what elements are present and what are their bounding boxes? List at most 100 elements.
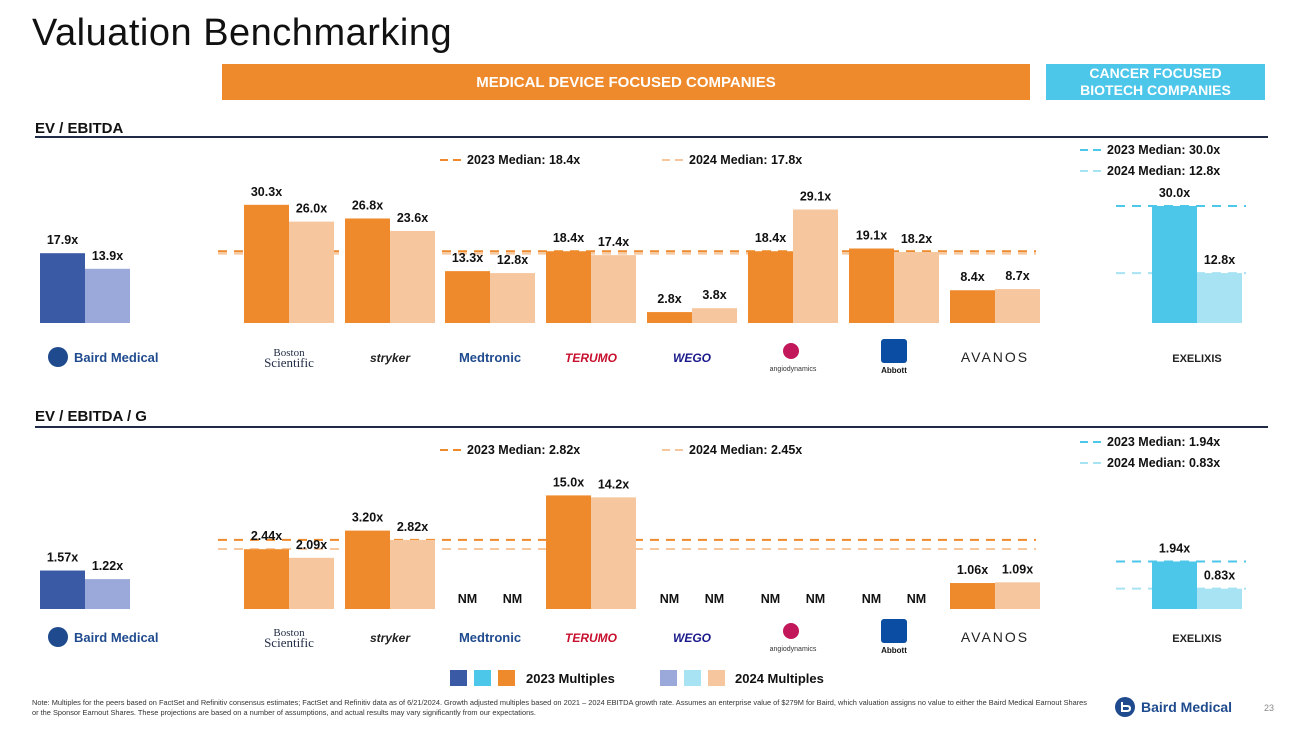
bar-medtronic-2024 bbox=[490, 273, 535, 323]
data-label: 15.0x bbox=[553, 475, 584, 489]
logo-text: Abbott bbox=[881, 366, 907, 375]
median-legend-2023-cancer-text: 2023 Median: 30.0x bbox=[1107, 143, 1220, 157]
bar-stryker-2024 bbox=[390, 230, 435, 323]
logo-text: angiodynamics bbox=[770, 646, 817, 653]
logo-text: TERUMO bbox=[565, 351, 618, 365]
legend-swatch-2023 bbox=[474, 670, 491, 686]
logo-avanos-ebitda: AVANOS bbox=[961, 349, 1029, 365]
legend-swatch-2023 bbox=[450, 670, 467, 686]
footer-brand: Baird Medical bbox=[1141, 699, 1233, 715]
logo-text: WEGO bbox=[673, 351, 712, 365]
median-legend-2023-medical-text: 2023 Median: 2.82x bbox=[467, 443, 580, 457]
bar-stryker-2023 bbox=[345, 530, 390, 609]
logo-text: Scientific bbox=[264, 635, 314, 650]
logo-medtronic-ebitda: Medtronic bbox=[459, 350, 521, 365]
logo-text: TERUMO bbox=[565, 631, 618, 645]
logo-exelixis-ebitda: EXELIXIS bbox=[1172, 353, 1222, 365]
legend-swatch-2024 bbox=[684, 670, 701, 686]
data-label: 2.82x bbox=[397, 520, 428, 534]
logo-baird-medical-ebitda: Baird Medical bbox=[48, 347, 159, 367]
bar-stryker-2023 bbox=[345, 218, 390, 323]
logo-avanos-ebitda-g: AVANOS bbox=[961, 629, 1027, 645]
abbott-icon bbox=[881, 619, 907, 643]
data-label-nm: NM bbox=[907, 592, 926, 606]
logo-medtronic-ebitda-g: Medtronic bbox=[459, 630, 521, 645]
logo-text: Boston bbox=[273, 627, 305, 639]
median-legend-2024-cancer-text: 2024 Median: 0.83x bbox=[1107, 456, 1220, 470]
ev-ebitda-g-heading: EV / EBITDA / G bbox=[35, 408, 147, 425]
logo-text: AVANOS bbox=[961, 349, 1029, 365]
data-label: 18.4x bbox=[755, 231, 786, 245]
logo-text: Abbott bbox=[881, 646, 907, 655]
bar-stryker-2024 bbox=[390, 539, 435, 609]
baird-logo-icon bbox=[1115, 697, 1135, 717]
data-label: 3.8x bbox=[702, 288, 726, 302]
bar-baird-medical-2023 bbox=[40, 253, 85, 323]
median-legend-2024-cancer-text: 2024 Median: 12.8x bbox=[1107, 164, 1220, 178]
data-label: 23.6x bbox=[397, 211, 428, 225]
bar-abbott-2023 bbox=[849, 248, 894, 323]
legend-label-2023: 2023 Multiples bbox=[526, 671, 615, 686]
bar-angiodynamics-2024 bbox=[793, 209, 838, 323]
data-label-nm: NM bbox=[806, 592, 825, 606]
baird-logo-icon bbox=[48, 347, 68, 367]
logo-text: EXELIXIS bbox=[1172, 633, 1222, 645]
data-label: 18.4x bbox=[553, 231, 584, 245]
cancer-banner-line2: BIOTECH COMPANIES bbox=[1080, 82, 1231, 98]
data-label: 13.9x bbox=[92, 249, 123, 263]
median-legend-2023-medical-text: 2023 Median: 18.4x bbox=[467, 153, 580, 167]
data-label: 2.09x bbox=[296, 538, 327, 552]
legend-swatch-2024 bbox=[708, 670, 725, 686]
logo-angiodynamics-ebitda: angiodynamics bbox=[770, 343, 817, 373]
data-label: 13.3x bbox=[452, 251, 483, 265]
logo-exelixis-ebitda-g: EXELIXIS bbox=[1172, 633, 1222, 645]
data-label: 1.06x bbox=[957, 563, 988, 577]
data-label: 17.4x bbox=[598, 235, 629, 249]
bar-angiodynamics-2023 bbox=[748, 251, 793, 323]
page-title: Valuation Benchmarking bbox=[32, 12, 453, 54]
ev-ebitda-g-chart: 1.57x 2.44x 3.20x NM 15.0x NM NM NM 1.06x 1.94x 1.… bbox=[40, 435, 1246, 655]
bar-abbott-2024 bbox=[894, 252, 939, 323]
bar-wego-2024 bbox=[692, 308, 737, 323]
logo-wego-ebitda-g: WEGO bbox=[673, 631, 712, 645]
logo-abbott-ebitda-g: Abbott bbox=[881, 619, 907, 655]
logo-text: stryker bbox=[370, 631, 411, 645]
data-label-nm: NM bbox=[761, 592, 780, 606]
bar-terumo-2023 bbox=[546, 251, 591, 323]
logo-angiodynamics-ebitda-g: angiodynamics bbox=[770, 623, 817, 653]
median-legend-2023-cancer-text: 2023 Median: 1.94x bbox=[1107, 435, 1220, 449]
bar-wego-2023 bbox=[647, 312, 692, 323]
data-label: 3.20x bbox=[352, 511, 383, 525]
bar-boston-scientific-2024 bbox=[289, 221, 334, 323]
bar-boston-scientific-2024 bbox=[289, 557, 334, 609]
data-label: 26.0x bbox=[296, 202, 327, 216]
bar-avanos-2024 bbox=[995, 289, 1040, 323]
legend-swatch-2024 bbox=[660, 670, 677, 686]
logo-text: stryker bbox=[370, 351, 411, 365]
logo-baird-medical-ebitda-g: Baird Medical bbox=[48, 627, 159, 647]
medical-device-banner: MEDICAL DEVICE FOCUSED COMPANIES bbox=[222, 64, 1030, 100]
data-label-nm: NM bbox=[862, 592, 881, 606]
data-label: 30.3x bbox=[251, 185, 282, 199]
data-label: 30.0x bbox=[1159, 186, 1190, 200]
angiodynamics-icon bbox=[783, 623, 799, 639]
bar-baird-medical-2023 bbox=[40, 570, 85, 609]
abbott-icon bbox=[881, 339, 907, 363]
logo-stryker-ebitda: stryker bbox=[370, 351, 411, 365]
baird-logo-icon bbox=[48, 627, 68, 647]
legend-label-2024: 2024 Multiples bbox=[735, 671, 824, 686]
bar-terumo-2024 bbox=[591, 497, 636, 609]
data-label: 12.8x bbox=[497, 253, 528, 267]
data-label: 19.1x bbox=[856, 229, 887, 243]
ev-ebitda-chart: 17.9x 30.3x 26.8x 13.3x 18.4x 2.8x 18.4x 19.1x 8… bbox=[40, 143, 1246, 375]
footer-logo: Baird Medical bbox=[1115, 697, 1232, 717]
bar-avanos-2024 bbox=[995, 582, 1040, 609]
bar-boston-scientific-2023 bbox=[244, 549, 289, 609]
logo-text: Medtronic bbox=[459, 630, 521, 645]
data-label: 1.57x bbox=[47, 551, 78, 565]
angiodynamics-icon bbox=[783, 343, 799, 359]
ev-ebitda-rule bbox=[35, 136, 1268, 138]
cancer-biotech-banner: CANCER FOCUSED BIOTECH COMPANIES bbox=[1046, 64, 1265, 100]
